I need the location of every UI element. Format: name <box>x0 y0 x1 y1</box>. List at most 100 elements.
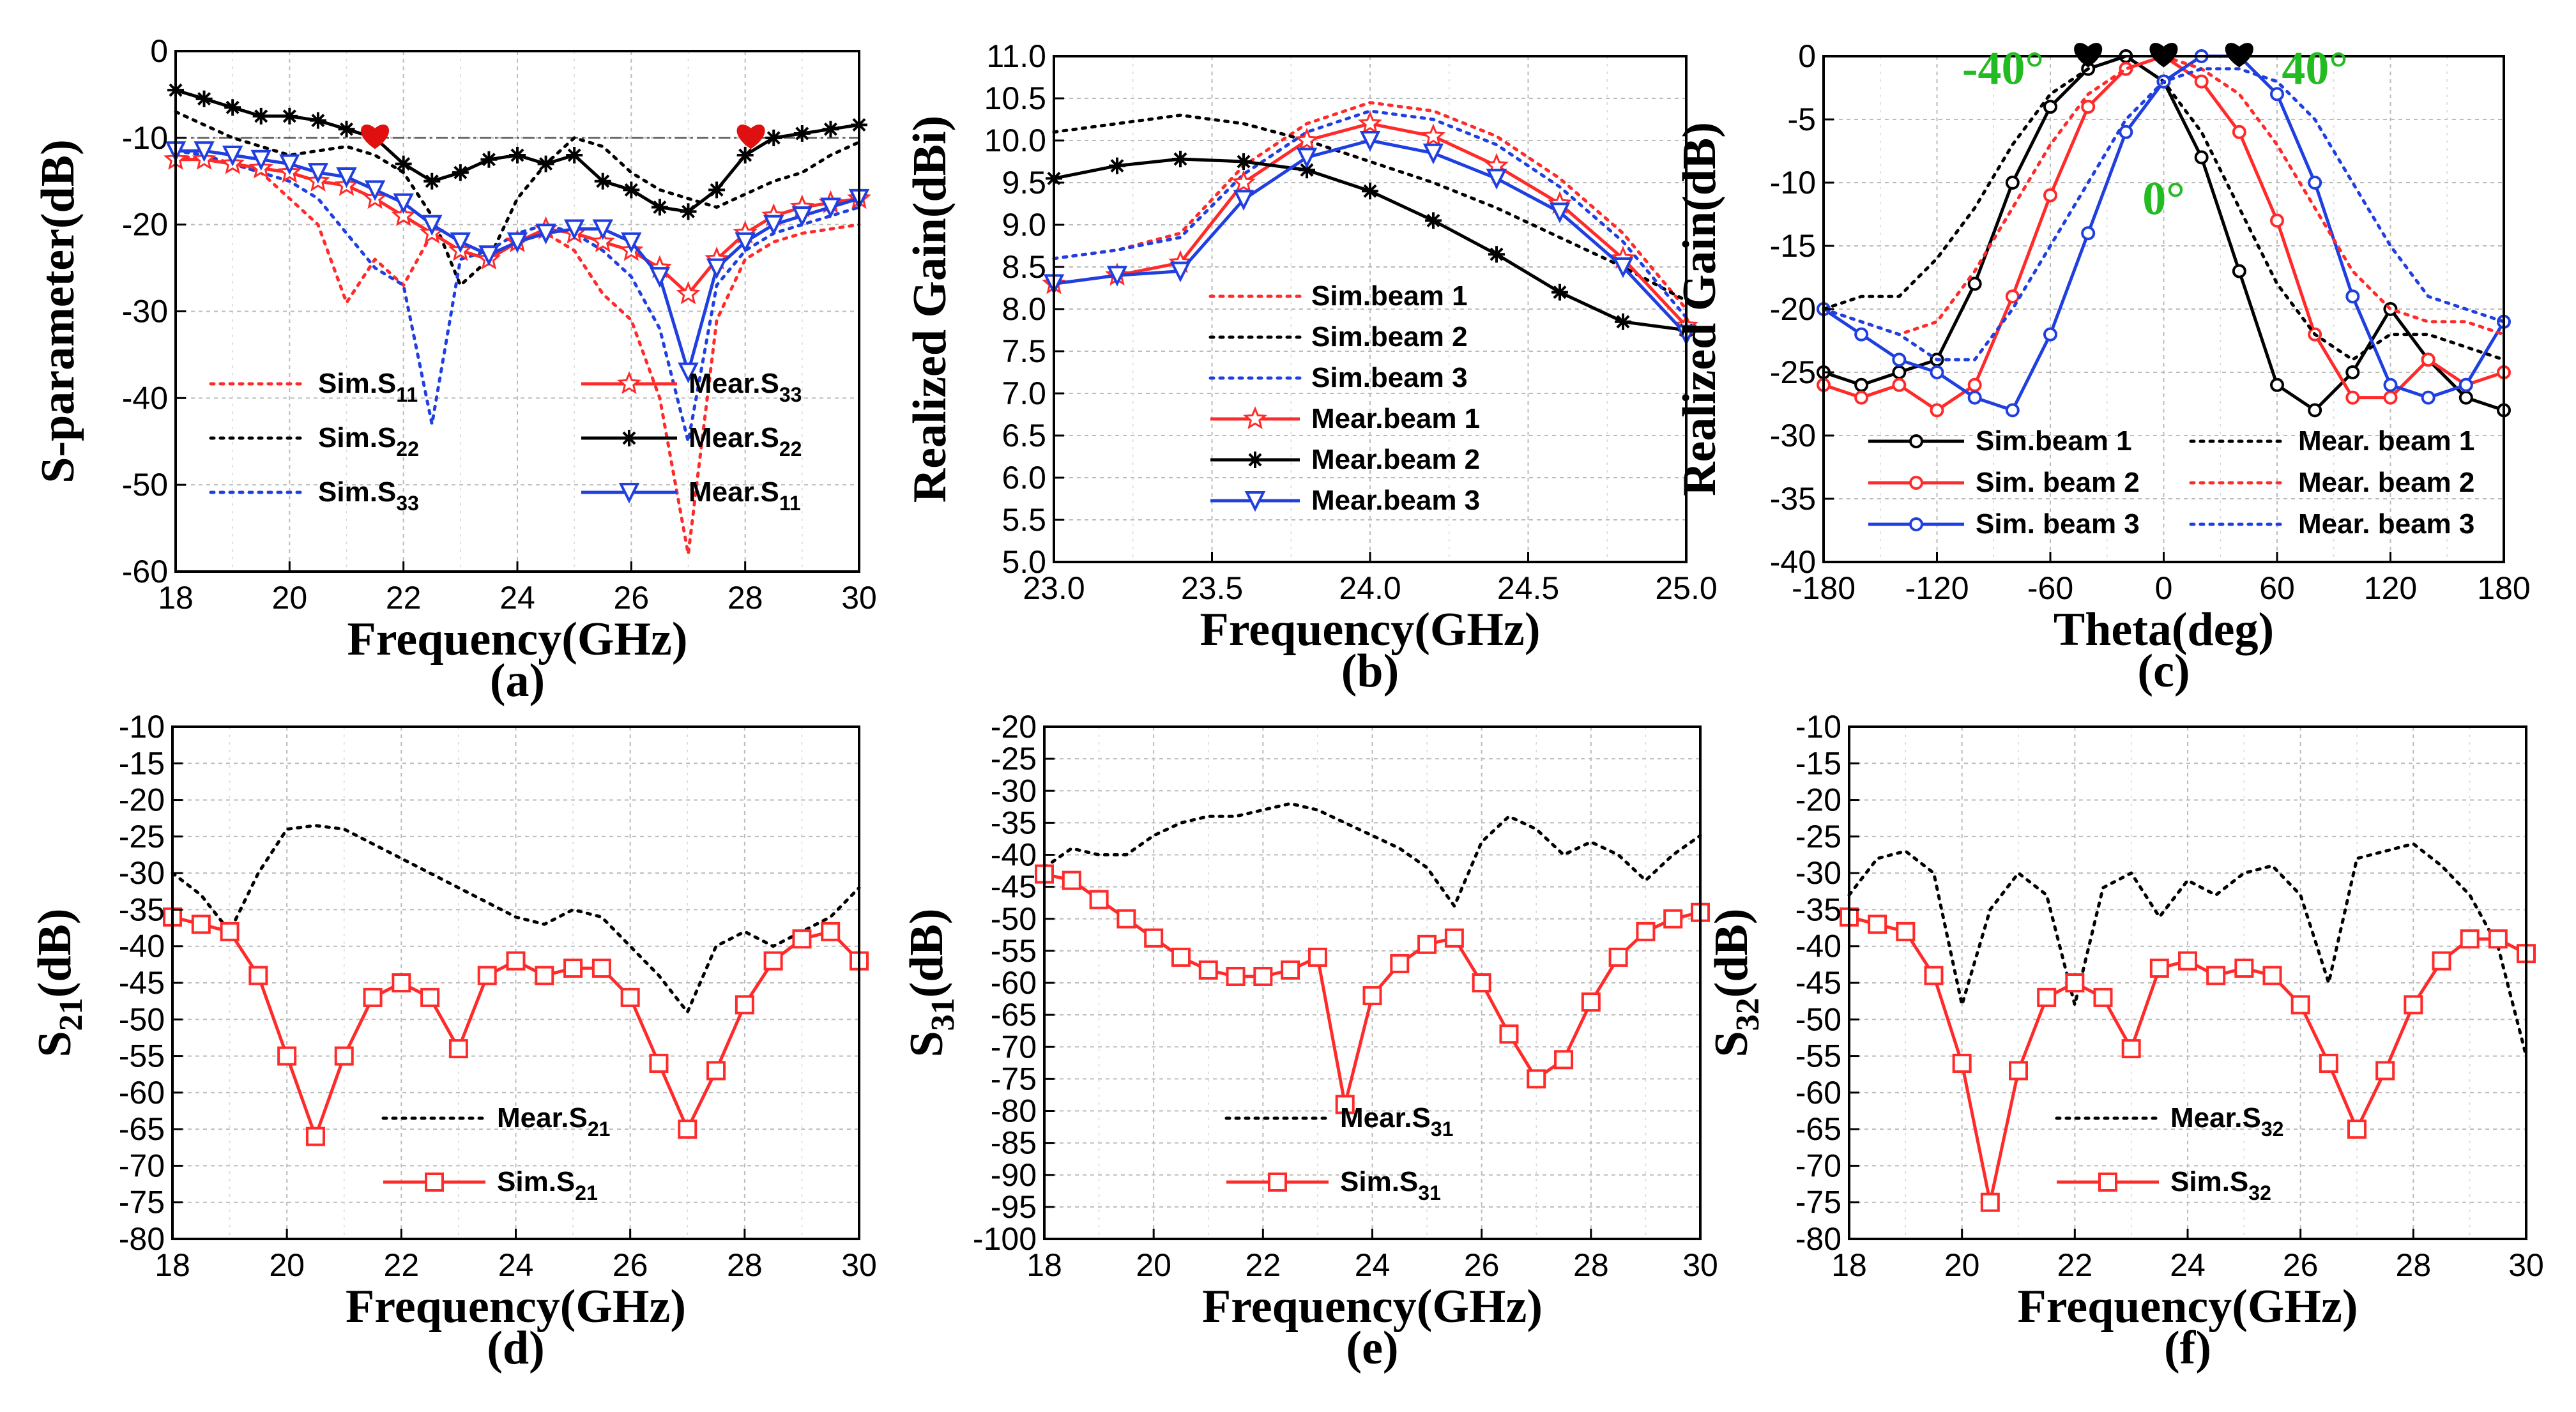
x-axis-label: Frequency(GHz) <box>1202 1280 1543 1333</box>
tick-label-x: 18 <box>155 1247 190 1283</box>
data-point <box>1062 870 1081 890</box>
tick-label-y: 6.5 <box>1002 418 1046 453</box>
data-point <box>191 915 211 934</box>
legend-marker <box>621 430 637 446</box>
data-point <box>395 155 412 172</box>
series-line <box>171 824 861 1014</box>
data-point <box>1335 1095 1355 1114</box>
data-point <box>1952 1054 1972 1074</box>
tick-label-y: 10.5 <box>984 80 1046 116</box>
data-point <box>792 929 812 949</box>
data-point <box>420 987 440 1007</box>
legend-label: Sim.S31 <box>1340 1166 1441 1204</box>
data-point <box>195 90 213 107</box>
y-axis-label-main: S <box>29 1031 81 1057</box>
legend-label-main: Mear.S <box>1340 1102 1431 1134</box>
x-axis-label: Frequency(GHz) <box>346 1280 686 1333</box>
series-2 <box>1052 113 1688 303</box>
legend-label-sub: 31 <box>1418 1181 1441 1204</box>
data-point <box>364 180 386 201</box>
data-point <box>1109 157 1125 174</box>
tick-label-y: -10 <box>119 709 165 745</box>
legend-label-sub: 21 <box>575 1181 598 1204</box>
tick-label-y: -35 <box>1770 481 1816 517</box>
legend-label-main: Sim.S <box>318 422 396 453</box>
data-point <box>1089 890 1109 909</box>
x-axis-label: Frequency(GHz) <box>1200 604 1541 656</box>
legend-marker <box>1243 406 1267 430</box>
tick-label-x: 18 <box>158 580 194 616</box>
data-point <box>2149 959 2169 978</box>
series-2 <box>1817 49 2511 418</box>
data-point <box>1281 960 1300 980</box>
legend-marker <box>425 1173 444 1192</box>
data-point <box>452 164 469 181</box>
data-point <box>2319 1054 2338 1074</box>
tick-label-x: 28 <box>728 580 763 616</box>
data-point <box>821 922 841 941</box>
tick-label-x: 28 <box>2396 1247 2432 1283</box>
tick-label-x: 18 <box>1026 1247 1062 1283</box>
tick-label-x: 28 <box>1573 1247 1609 1283</box>
tick-label-x: 23.0 <box>1023 570 1085 606</box>
tick-label-y: -10 <box>1795 709 1841 745</box>
data-point <box>2345 365 2360 379</box>
tick-label-y: -25 <box>1770 354 1816 390</box>
tick-label-y: 5.0 <box>1002 544 1046 580</box>
legend-label: Sim.beam 1 <box>1311 280 1468 312</box>
legend-label: Mear.S31 <box>1340 1102 1453 1141</box>
tick-label-x: 30 <box>841 580 877 616</box>
data-point <box>1253 966 1273 986</box>
data-point <box>194 141 215 162</box>
data-point <box>507 232 528 254</box>
heart-marker <box>2149 43 2178 68</box>
legend-label-main: Mear.S <box>689 422 779 453</box>
legend-label: Sim. beam 3 <box>1976 508 2140 540</box>
data-point <box>680 203 697 220</box>
legend-label: Sim.S33 <box>318 476 419 515</box>
tick-label-y: -30 <box>1795 855 1841 891</box>
data-point <box>1612 257 1634 278</box>
tick-label-y: 5.5 <box>1002 502 1046 538</box>
data-point <box>736 147 754 163</box>
tick-label-y: -65 <box>119 1111 165 1147</box>
tick-label-y: 11.0 <box>986 38 1046 74</box>
data-point <box>566 147 583 163</box>
tick-label-y: 7.0 <box>1002 376 1046 411</box>
tick-label-x: 26 <box>613 1247 648 1283</box>
tick-label-y: -80 <box>119 1221 165 1257</box>
data-point <box>1967 277 1982 291</box>
y-axis-label-main: S <box>901 1031 953 1057</box>
legend-label: Mear. beam 2 <box>2298 467 2474 498</box>
data-point <box>649 267 671 288</box>
data-point <box>706 258 728 280</box>
tick-label-y: -40 <box>991 837 1037 873</box>
y-axis-label-sub: 31 <box>925 998 961 1031</box>
data-point <box>2005 289 2020 304</box>
data-point <box>2119 125 2133 139</box>
legend-label-main: Sim.S <box>2170 1166 2248 1197</box>
angle-label: 0° <box>2142 173 2185 225</box>
legend-label: Sim.S11 <box>318 368 418 406</box>
tick-label-x: 23.5 <box>1181 570 1243 606</box>
tick-label-y: -20 <box>1795 782 1841 818</box>
data-point <box>2270 213 2284 228</box>
y-axis-label: Realized Gain(dB) <box>1673 122 1726 496</box>
data-point <box>1390 953 1410 973</box>
data-point <box>2043 188 2057 202</box>
data-point <box>2232 264 2246 278</box>
data-point <box>1362 986 1382 1006</box>
data-point <box>1549 202 1571 224</box>
data-point <box>1417 934 1437 954</box>
tick-label-y: -65 <box>991 997 1037 1033</box>
legend-marker <box>1268 1173 1287 1192</box>
tick-label-y: 8.5 <box>1002 249 1046 285</box>
data-point <box>1233 190 1254 211</box>
data-point <box>1425 212 1442 229</box>
data-point <box>1171 947 1191 967</box>
data-point <box>307 163 329 184</box>
legend-label-sub: 21 <box>588 1118 611 1141</box>
tick-label-y: -35 <box>119 892 165 927</box>
data-point <box>1499 1024 1519 1044</box>
